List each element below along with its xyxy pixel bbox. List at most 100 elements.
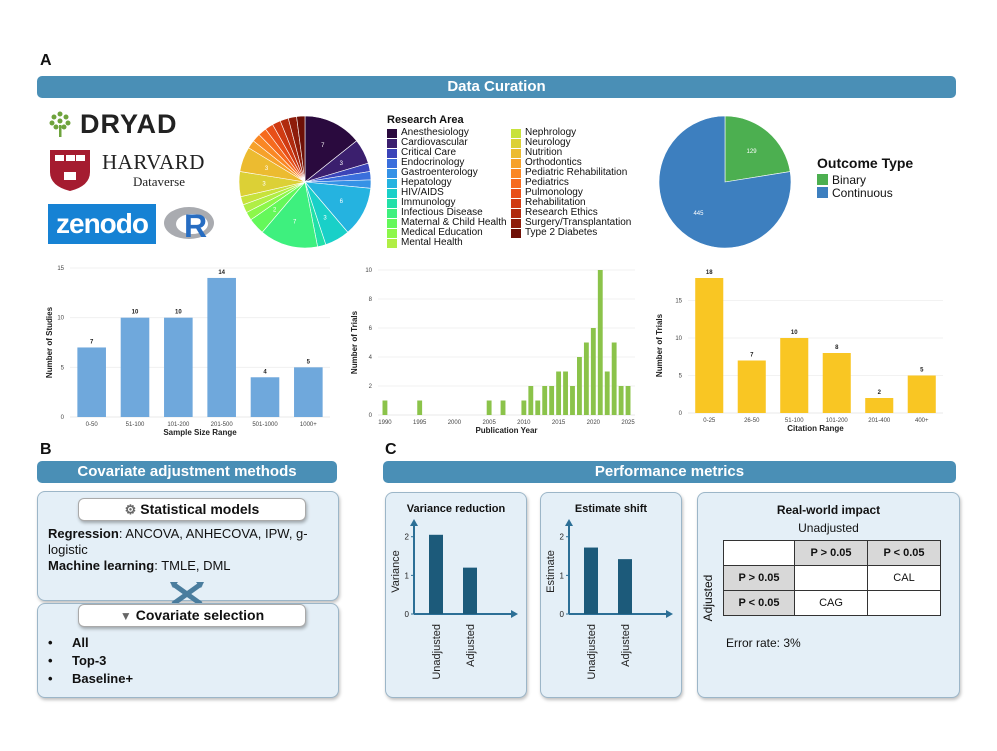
y-axis-label: Estimate xyxy=(545,550,557,593)
impact-row-header: Adjusted xyxy=(701,574,715,622)
pie-value-label: 3 xyxy=(262,181,266,187)
research-legend-item: Pediatric Rehabilitation xyxy=(511,168,651,178)
bar xyxy=(535,400,541,415)
legend-swatch xyxy=(511,158,521,168)
bar xyxy=(604,371,610,415)
legend-label: Hepatology xyxy=(401,177,452,188)
legend-label: Endocrinology xyxy=(401,157,465,168)
y-tick-label: 2 xyxy=(405,533,410,542)
x-tick-label: 1000+ xyxy=(300,422,317,428)
r-logo: R xyxy=(162,204,220,246)
outcome-type-pie-chart: 129 445 xyxy=(658,115,792,249)
legend-label: Nutrition xyxy=(525,147,563,158)
legend-swatch xyxy=(387,158,397,168)
legend-swatch xyxy=(511,128,521,138)
regression-label: Regression xyxy=(48,526,119,541)
binary-swatch xyxy=(817,174,828,185)
bar xyxy=(417,400,423,415)
bar xyxy=(521,400,527,415)
bar-value-label: 10 xyxy=(175,310,182,316)
bar-value-label: 10 xyxy=(791,330,798,336)
legend-swatch xyxy=(387,138,397,148)
y-tick-label: 5 xyxy=(679,374,683,380)
x-axis-label: Citation Range xyxy=(787,424,844,433)
gears-icon: ⚙ xyxy=(124,502,137,517)
y-tick-label: 10 xyxy=(365,268,372,274)
performance-banner: Performance metrics xyxy=(383,461,956,483)
bar xyxy=(294,367,323,417)
y-tick-label: 0 xyxy=(369,413,373,419)
mini-chart-title: Estimate shift xyxy=(575,503,647,515)
bar xyxy=(528,386,534,415)
x-tick-label: 2015 xyxy=(552,420,566,426)
legend-label: Maternal & Child Health xyxy=(401,217,507,228)
mini-chart-title: Variance reduction xyxy=(407,503,506,515)
research-legend-item: Medical Education xyxy=(387,228,512,238)
continuous-swatch xyxy=(817,187,828,198)
bar-value-label: 7 xyxy=(750,353,754,359)
harvard-dataverse-logo: HARVARD Dataverse xyxy=(48,148,213,191)
outcome-legend-item: Continuous xyxy=(817,186,893,200)
bar-value-label: 14 xyxy=(218,270,225,276)
y-axis-label: Variance xyxy=(390,550,402,593)
legend-label: Rehabilitation xyxy=(525,197,586,208)
estimate-shift-card: Estimate shift 0 1 2 Unadjusted Adjusted Estim… xyxy=(540,492,682,698)
harvard-wordmark: HARVARD xyxy=(102,150,205,174)
matrix-row-header: P < 0.05 xyxy=(723,590,795,616)
pie-value-label: 129 xyxy=(747,149,758,155)
legend-swatch xyxy=(511,208,521,218)
research-legend-item: Neurology xyxy=(511,138,651,148)
legend-label: Critical Care xyxy=(401,147,457,158)
legend-label: HIV/AIDS xyxy=(401,187,444,198)
bar xyxy=(597,270,603,415)
bar xyxy=(463,567,477,614)
impact-col-header: Unadjusted xyxy=(798,521,859,535)
y-axis-arrow xyxy=(565,519,573,526)
legend-swatch xyxy=(387,188,397,198)
ml-text: : TMLE, DML xyxy=(154,558,231,573)
bar xyxy=(865,398,894,413)
list-item-text: All xyxy=(72,635,89,650)
x-tick-label: 26-50 xyxy=(744,418,760,424)
bar-value-label: 18 xyxy=(706,270,713,276)
y-tick-label: 0 xyxy=(405,610,410,619)
binary-label: Binary xyxy=(832,172,867,187)
y-tick-label: 1 xyxy=(560,571,565,580)
legend-label: Surgery/Transplantation xyxy=(525,217,632,228)
bar xyxy=(542,386,548,415)
real-world-impact-card: Real-world impact Unadjusted Adjusted P … xyxy=(697,492,960,698)
bar xyxy=(500,400,506,415)
research-legend-item: Pulmonology xyxy=(511,188,651,198)
research-legend-item: Anesthesiology xyxy=(387,128,512,138)
bar xyxy=(570,386,575,415)
x-axis-arrow xyxy=(511,610,518,618)
filter-icon: ▼ xyxy=(119,609,132,623)
x-axis-arrow xyxy=(666,610,673,618)
bar-value-label: 2 xyxy=(878,390,882,396)
regression-text: : ANCOVA, ANHECOVA, IPW, g-logistic xyxy=(48,526,308,557)
bar xyxy=(737,360,766,413)
legend-swatch xyxy=(387,228,397,238)
x-tick-label: 51-100 xyxy=(785,418,804,424)
y-axis-label: Number of Trials xyxy=(655,313,664,377)
bar xyxy=(77,347,106,417)
legend-swatch xyxy=(511,198,521,208)
y-tick-label: 0 xyxy=(679,411,683,417)
bar xyxy=(625,386,631,415)
y-tick-label: 2 xyxy=(369,384,373,390)
research-legend-item: HIV/AIDS xyxy=(387,188,512,198)
y-tick-label: 2 xyxy=(560,533,565,542)
y-tick-label: 8 xyxy=(369,297,373,303)
covariate-selection-pill: ▼ Covariate selection xyxy=(78,604,306,627)
legend-swatch xyxy=(387,148,397,158)
legend-label: Medical Education xyxy=(401,227,483,238)
legend-swatch xyxy=(387,198,397,208)
variance-reduction-card: Variance reduction 0 1 2 Unadjusted Adjusted V… xyxy=(385,492,527,698)
y-tick-label: 0 xyxy=(61,415,65,421)
x-tick-label: Unadjusted xyxy=(586,624,598,680)
research-legend-col2: Nephrology Neurology Nutrition Orthodontics… xyxy=(511,128,651,238)
bar xyxy=(618,559,632,614)
y-axis-label: Number of Trials xyxy=(350,310,359,374)
legend-swatch xyxy=(387,218,397,228)
bar xyxy=(780,338,809,413)
